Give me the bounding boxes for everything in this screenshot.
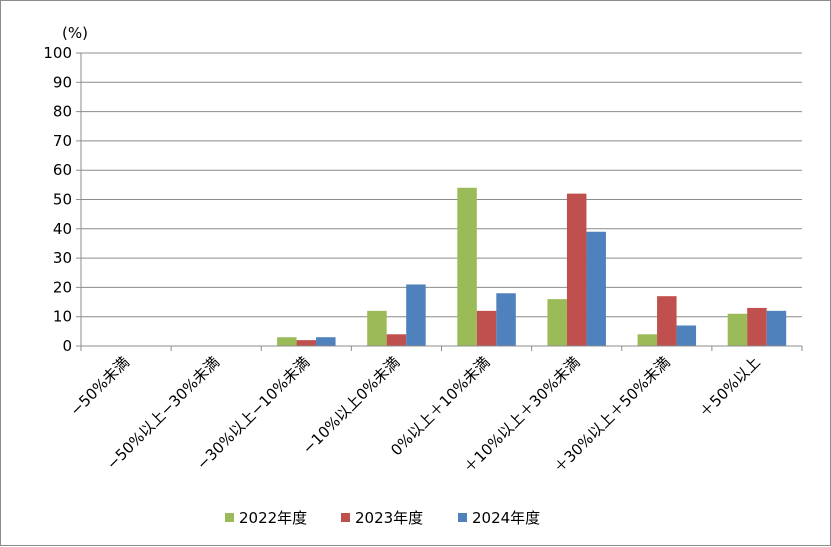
bar-2022年度-5 — [547, 299, 567, 346]
y-tick-label: 70 — [53, 132, 72, 150]
bar-2022年度-2 — [277, 337, 297, 346]
bar-2023年度-5 — [566, 193, 587, 346]
legend-swatch-2023年度 — [341, 513, 350, 522]
bar-2024年度-3 — [406, 284, 426, 346]
y-tick-label: 90 — [53, 73, 72, 91]
gridlines — [81, 52, 802, 347]
bar-2024年度-7 — [766, 310, 787, 346]
bar-2022年度-4 — [457, 187, 477, 346]
y-tick-label: 60 — [53, 161, 72, 179]
bar-2024年度-4 — [496, 293, 516, 346]
legend-label: 2024年度 — [472, 509, 540, 527]
y-tick-label: 40 — [53, 220, 72, 238]
bar-2022年度-6 — [637, 334, 658, 346]
y-axis-ticks: 0 10 20 30 40 50 60 70 80 90 100 — [43, 44, 81, 355]
legend-label: 2023年度 — [355, 509, 423, 527]
y-tick-label: 50 — [53, 191, 72, 209]
bar-2022年度-3 — [367, 310, 387, 346]
x-category-label: ＋50%以上 — [696, 353, 764, 421]
bars — [277, 187, 787, 346]
legend-swatch-2024年度 — [458, 513, 467, 522]
x-axis-labels: −50%未満−50%以上−30%未満−30%以上−10%未満−10%以上0%未満… — [66, 353, 763, 477]
legend: 2022年度 2023年度 2024年度 — [225, 509, 540, 527]
bar-2023年度-3 — [386, 334, 407, 346]
bar-2023年度-4 — [476, 310, 497, 346]
legend-label: 2022年度 — [239, 509, 307, 527]
bar-2023年度-2 — [296, 340, 317, 346]
bar-2023年度-7 — [747, 307, 767, 346]
y-tick-label: 100 — [43, 44, 72, 62]
bar-2024年度-2 — [316, 337, 336, 346]
bar-2022年度-7 — [727, 313, 748, 346]
x-category-label: −50%未満 — [66, 353, 132, 419]
legend-swatch-2022年度 — [225, 513, 234, 522]
bar-2024年度-5 — [586, 231, 606, 346]
y-tick-label: 10 — [53, 308, 72, 326]
y-axis-unit-label: (%) — [62, 24, 88, 42]
x-category-label: −10%以上0%未満 — [299, 353, 403, 457]
y-tick-label: 30 — [53, 249, 72, 267]
bar-2023年度-6 — [657, 296, 677, 346]
axes — [80, 53, 803, 351]
y-tick-label: 80 — [53, 103, 72, 121]
x-category-label: 0%以上＋10%未満 — [387, 353, 493, 459]
y-tick-label: 20 — [53, 278, 72, 296]
bar-2024年度-6 — [676, 325, 697, 346]
y-tick-label: 0 — [62, 337, 72, 355]
